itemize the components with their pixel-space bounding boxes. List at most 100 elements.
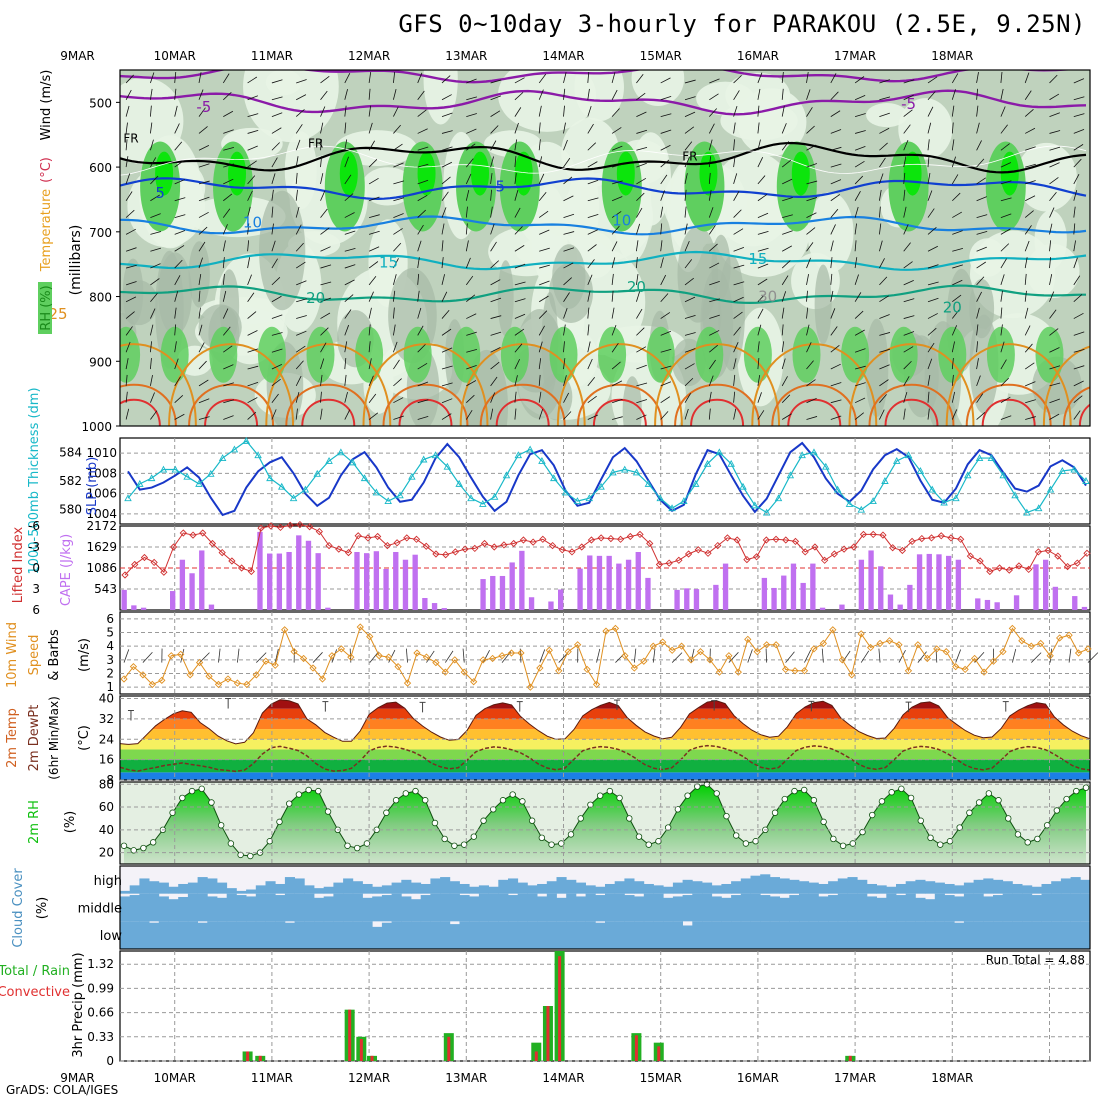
wind-barb — [830, 91, 839, 101]
rh2m-point — [179, 794, 186, 802]
wind-barb — [951, 409, 958, 420]
wind-barb — [879, 223, 882, 235]
wind-barb — [1000, 290, 1003, 302]
cloud-cell — [517, 921, 528, 949]
li-tick: 0 — [32, 561, 40, 575]
cloud-cell — [605, 921, 616, 949]
wind-barb — [806, 274, 809, 285]
temp-tick: 8 — [106, 773, 114, 787]
thickness-point — [656, 494, 664, 502]
cloud-cell — [362, 921, 373, 949]
wind-barb — [150, 88, 153, 100]
wind-barb — [927, 264, 939, 269]
cloud-cell — [1051, 881, 1062, 894]
wind-barb-10m — [821, 648, 824, 663]
wind-barb — [636, 129, 648, 134]
wind-barb — [781, 376, 788, 387]
cloud-cell — [236, 921, 247, 949]
wind10-point — [989, 657, 998, 665]
wind-barb — [78, 207, 79, 218]
wind-barb — [781, 341, 785, 353]
wind-barb — [490, 223, 495, 235]
wind10-point — [668, 646, 676, 654]
thickness-point — [869, 497, 877, 505]
isotherm-label: 5 — [155, 184, 165, 202]
wind-barb — [368, 196, 380, 202]
wind-barb — [733, 326, 741, 336]
cloud-cell — [983, 896, 994, 922]
temp-band — [120, 772, 1090, 780]
wind-barb — [781, 141, 790, 151]
cloud-cell — [934, 893, 945, 922]
wind-barb — [174, 275, 181, 286]
wind-barb — [563, 213, 575, 218]
wind-barb — [1024, 210, 1034, 218]
wind10-point — [1084, 645, 1092, 653]
wind10-point — [866, 643, 875, 652]
wind-barb — [563, 231, 575, 235]
wind-barb — [441, 146, 453, 151]
wind-barb — [538, 105, 542, 117]
wind-barb — [806, 125, 815, 134]
wind-barb — [927, 139, 930, 151]
cloud-cell — [149, 881, 160, 894]
cloud-cell — [372, 926, 383, 949]
cape-bar — [790, 563, 797, 610]
cloud-cell — [818, 896, 829, 922]
rh2m-point — [188, 787, 196, 795]
wind-barb — [538, 374, 541, 386]
isotherm-label: 20 — [943, 299, 962, 317]
rh-dry-patch — [1016, 142, 1077, 212]
wind10-point — [186, 671, 194, 679]
wind-barb — [174, 88, 177, 100]
wind-barb — [441, 274, 445, 285]
rh2m-point — [441, 835, 448, 843]
precip-convective-bar — [258, 1055, 262, 1061]
wind-barb — [1049, 413, 1060, 420]
wind-barb — [102, 207, 106, 217]
cloud-cell — [440, 893, 451, 922]
wind-barb-10m — [898, 649, 906, 663]
cloud-cell — [197, 922, 208, 949]
rh2m-point — [431, 819, 439, 827]
wind-barb — [660, 293, 669, 302]
rh2m-point — [276, 818, 283, 826]
isotherm-line — [120, 145, 1087, 176]
temp-band — [120, 759, 1090, 773]
wind10-unit-label: (m/s) — [77, 638, 92, 672]
wind10-point — [677, 642, 686, 650]
wind-barb — [781, 105, 785, 117]
wind-barb — [368, 393, 377, 403]
wind10-point — [895, 641, 903, 649]
li-point — [723, 534, 732, 542]
wind-barb — [198, 398, 210, 404]
cape-bar — [296, 535, 302, 610]
temp-band — [120, 729, 1090, 740]
isotherm-line — [120, 141, 1087, 174]
date-label-bottom: 9MAR — [60, 1071, 95, 1085]
wind-barb — [344, 139, 348, 151]
cloud-cell — [304, 893, 315, 922]
wind-barb — [1024, 290, 1027, 302]
wind-barb — [125, 358, 129, 370]
wind-barb — [247, 130, 259, 134]
cape-bar — [645, 577, 651, 610]
wind-barb-10m — [274, 648, 279, 663]
wind-barb — [1024, 343, 1033, 353]
thickness-point — [242, 436, 251, 444]
temp-band — [120, 708, 1090, 719]
cape-bar — [528, 597, 535, 610]
wind-barb — [441, 161, 453, 168]
cloud-cell — [876, 885, 887, 894]
cloud-cell — [575, 882, 586, 894]
cloud-cell — [420, 883, 431, 894]
wind-barb — [417, 399, 429, 404]
wind-barb — [636, 223, 641, 235]
rh-bright-core — [514, 151, 533, 196]
rh2m-point — [830, 835, 837, 843]
wind-barb — [1000, 258, 1007, 269]
wind-barb — [587, 197, 599, 202]
wind-barb — [368, 324, 371, 336]
wind-barb — [295, 360, 304, 370]
wind-barb — [490, 315, 502, 319]
